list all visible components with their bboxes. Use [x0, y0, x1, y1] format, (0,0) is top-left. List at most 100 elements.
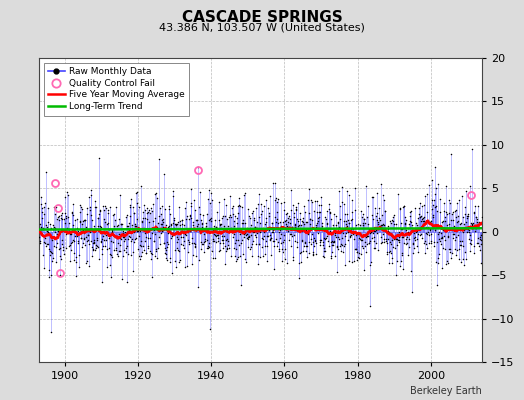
Point	[73, 216, 81, 222]
Point	[53, 216, 61, 222]
Point	[229, 203, 237, 209]
Point	[132, 223, 140, 229]
Point	[56, 253, 64, 259]
Point	[429, 243, 438, 249]
Point	[250, 224, 259, 230]
Point	[57, 214, 66, 221]
Point	[192, 217, 201, 223]
Point	[199, 212, 207, 218]
Point	[72, 224, 81, 231]
Point	[373, 230, 381, 236]
Point	[236, 226, 245, 233]
Point	[375, 215, 383, 222]
Point	[270, 180, 279, 186]
Point	[330, 238, 338, 245]
Point	[288, 224, 296, 230]
Point	[296, 216, 304, 222]
Point	[358, 214, 366, 220]
Point	[107, 274, 115, 280]
Point	[321, 225, 330, 231]
Point	[39, 225, 48, 231]
Point	[255, 191, 264, 197]
Point	[77, 235, 85, 242]
Point	[289, 213, 298, 220]
Point	[361, 243, 369, 249]
Point	[127, 195, 135, 202]
Point	[92, 245, 100, 251]
Point	[205, 244, 213, 250]
Point	[419, 202, 428, 208]
Point	[437, 230, 445, 236]
Point	[476, 236, 485, 242]
Point	[272, 216, 281, 223]
Point	[310, 242, 319, 249]
Point	[201, 238, 209, 244]
Point	[258, 225, 267, 232]
Point	[197, 239, 205, 246]
Point	[217, 232, 226, 239]
Point	[135, 233, 144, 240]
Point	[201, 225, 210, 232]
Point	[432, 202, 440, 209]
Point	[206, 216, 214, 222]
Point	[254, 214, 263, 220]
Point	[270, 266, 278, 272]
Point	[129, 268, 137, 275]
Point	[136, 252, 145, 259]
Point	[172, 244, 181, 251]
Point	[40, 200, 49, 206]
Point	[184, 237, 193, 243]
Point	[302, 219, 310, 225]
Point	[265, 212, 274, 219]
Point	[223, 216, 231, 222]
Point	[324, 238, 333, 244]
Point	[154, 220, 162, 226]
Point	[145, 218, 154, 225]
Point	[229, 211, 237, 217]
Point	[253, 219, 261, 225]
Text: 43.386 N, 103.507 W (United States): 43.386 N, 103.507 W (United States)	[159, 22, 365, 32]
Point	[168, 230, 177, 237]
Point	[143, 210, 151, 216]
Point	[42, 241, 51, 248]
Point	[36, 194, 45, 200]
Point	[303, 230, 312, 237]
Point	[137, 238, 145, 244]
Point	[184, 226, 192, 232]
Point	[190, 244, 199, 250]
Point	[50, 224, 58, 231]
Point	[363, 231, 372, 237]
Point	[370, 238, 378, 244]
Point	[278, 246, 286, 252]
Point	[158, 228, 167, 234]
Point	[343, 237, 352, 243]
Point	[380, 236, 388, 242]
Point	[161, 244, 169, 251]
Point	[331, 253, 340, 259]
Point	[54, 217, 63, 223]
Point	[99, 202, 107, 209]
Point	[101, 242, 110, 249]
Point	[90, 240, 99, 246]
Point	[169, 193, 177, 200]
Point	[48, 258, 56, 264]
Point	[208, 228, 216, 234]
Point	[387, 241, 396, 247]
Point	[101, 219, 110, 225]
Point	[452, 234, 460, 240]
Point	[148, 201, 157, 207]
Point	[389, 244, 398, 251]
Point	[260, 251, 269, 258]
Point	[342, 221, 350, 228]
Point	[132, 190, 140, 196]
Point	[376, 223, 384, 229]
Point	[95, 256, 104, 263]
Point	[199, 228, 208, 234]
Point	[439, 244, 447, 251]
Point	[89, 246, 97, 252]
Point	[212, 224, 221, 230]
Point	[395, 237, 403, 243]
Point	[240, 231, 248, 238]
Point	[412, 228, 421, 235]
Point	[406, 212, 414, 219]
